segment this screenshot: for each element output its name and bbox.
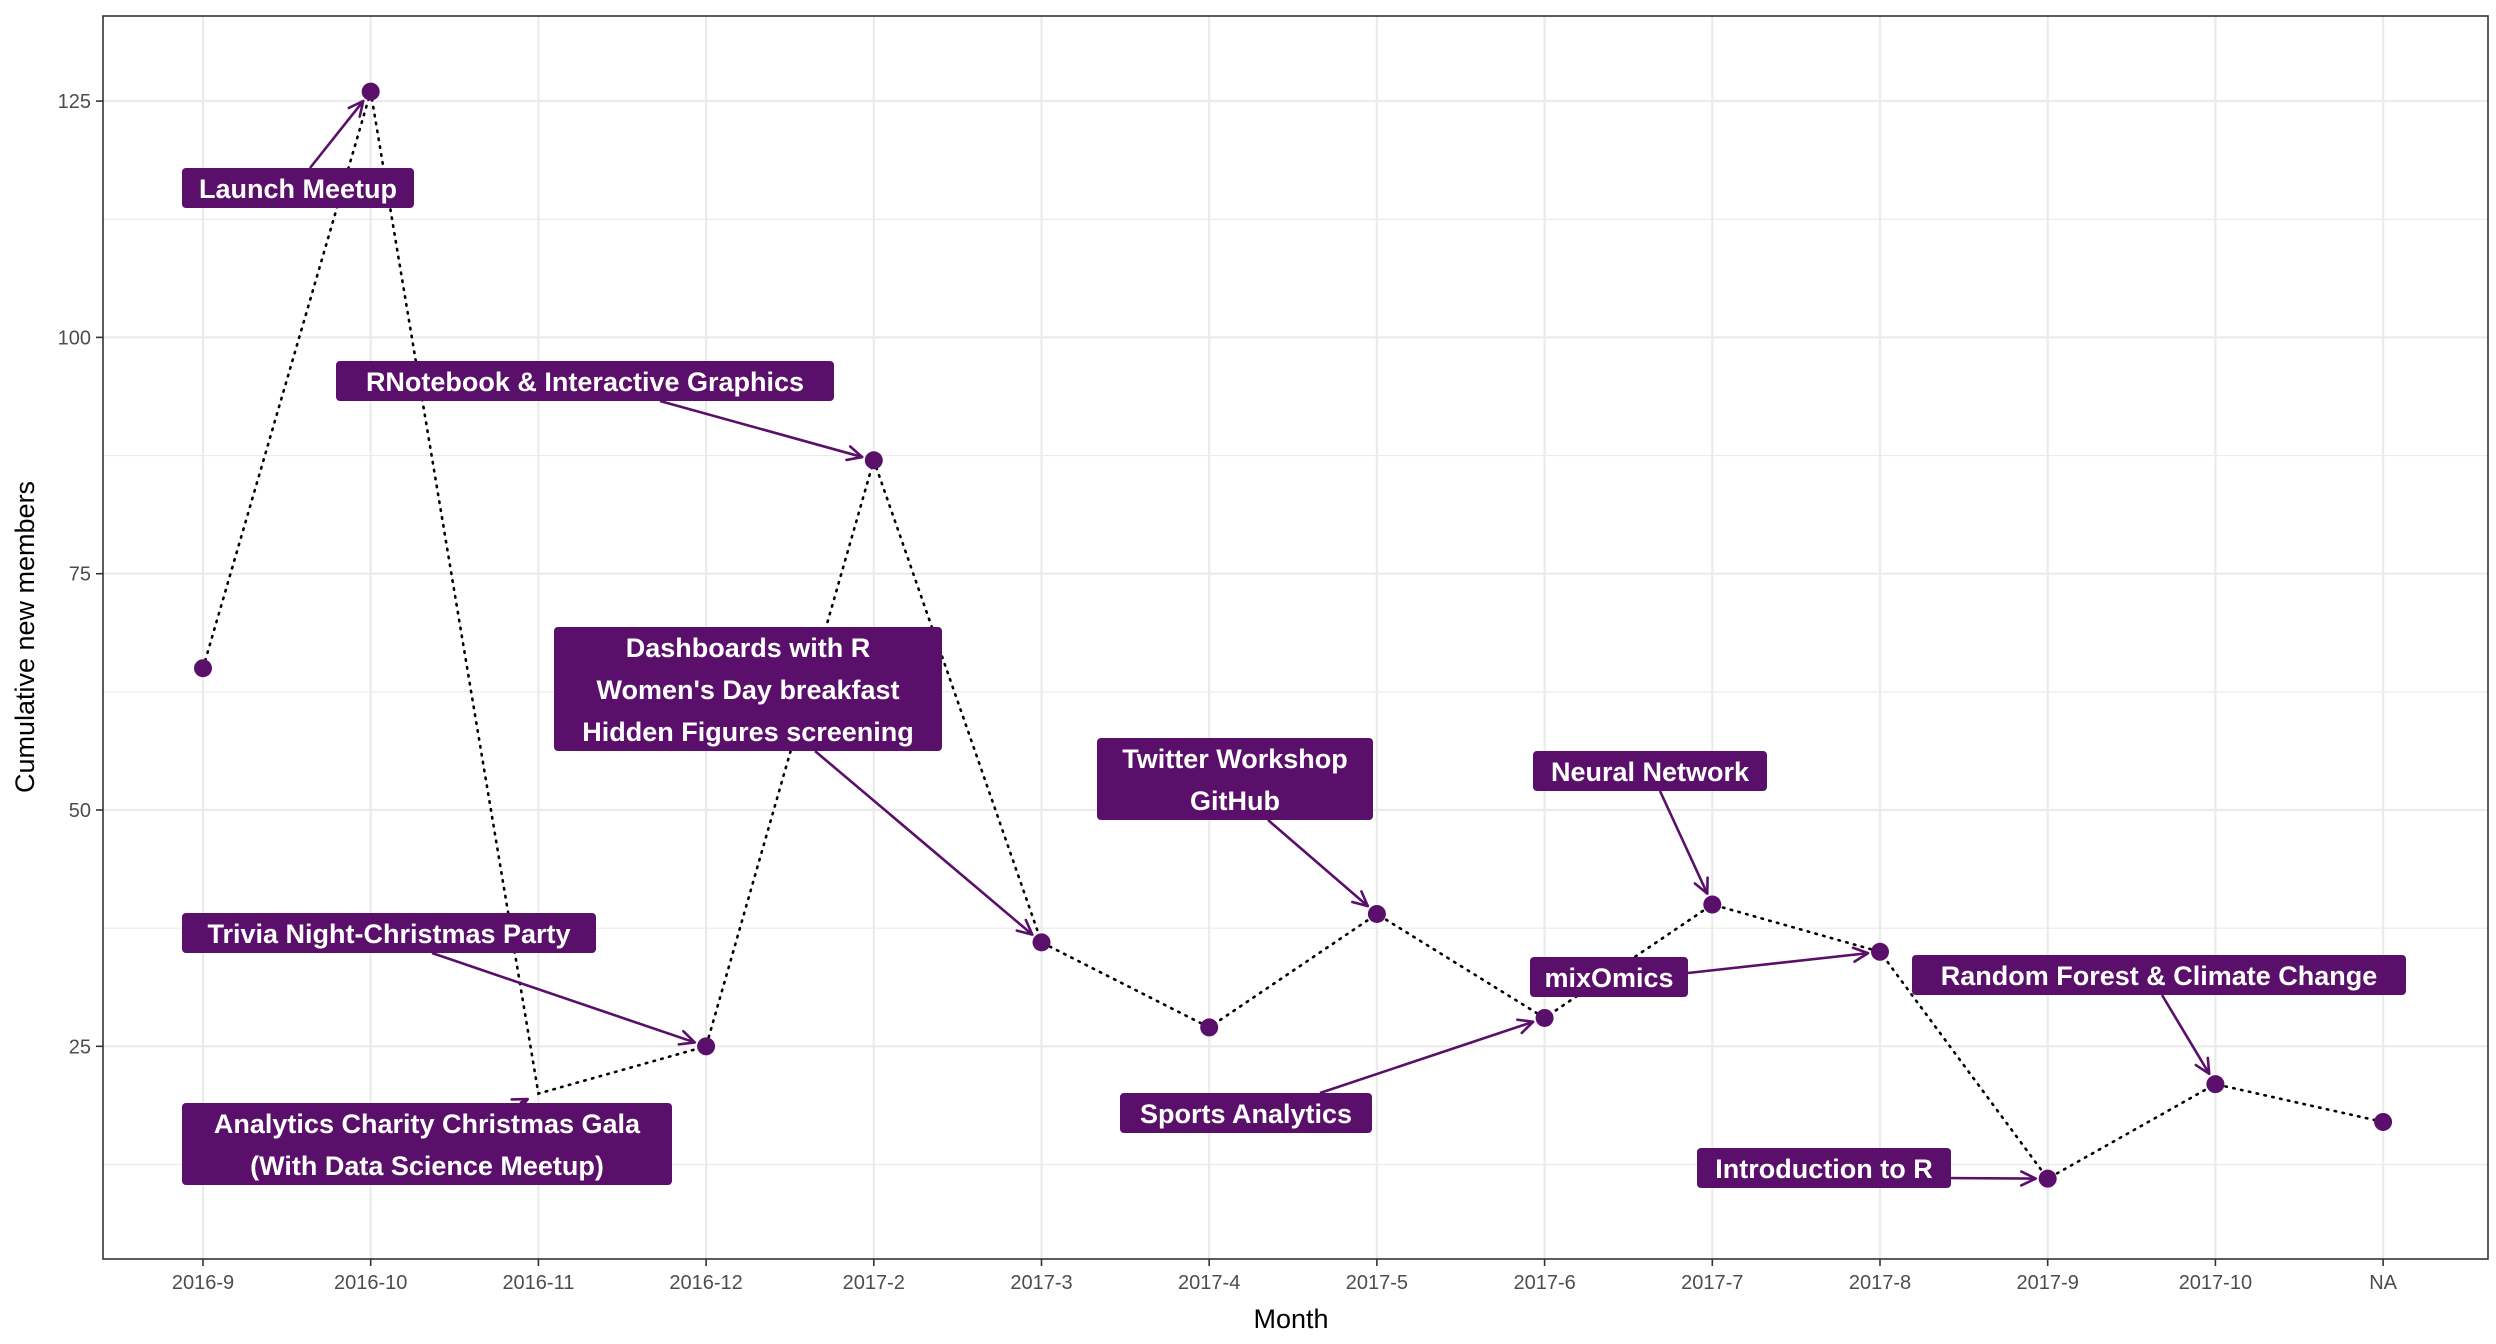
- annotation-label-box: [554, 627, 942, 751]
- annotation-arrow: [308, 100, 365, 169]
- x-tick-label: 2016-9: [172, 1272, 234, 1294]
- annotation-label-text: Twitter Workshop: [1122, 744, 1348, 774]
- annotation-arrowhead: [677, 1029, 697, 1046]
- x-tick-label: 2017-4: [1178, 1272, 1240, 1294]
- data-point: [1703, 895, 1722, 914]
- data-point: [2038, 1169, 2057, 1188]
- annotation-arrow: [1658, 790, 1709, 895]
- y-tick-label: 75: [69, 564, 91, 586]
- annotation-label-box: [1533, 751, 1767, 791]
- annotation-arrowhead: [2194, 1056, 2211, 1076]
- y-axis-title: Cumulative new members: [10, 481, 40, 793]
- series-line-path: [201, 91, 2385, 1181]
- data-point: [1535, 1008, 1554, 1027]
- annotation-arrowhead: [1851, 946, 1870, 963]
- x-tick-label: 2017-2: [843, 1272, 905, 1294]
- annotation-label-text: RNotebook & Interactive Graphics: [366, 367, 804, 397]
- annotation-arrow: [2160, 994, 2211, 1075]
- annotation-arrow: [1319, 1020, 1534, 1095]
- data-point: [194, 659, 212, 678]
- annotation-label-box: [336, 361, 834, 401]
- annotation-arrowhead: [845, 445, 864, 462]
- annotation-arrow: [1267, 819, 1369, 908]
- data-point: [1200, 1018, 1219, 1037]
- annotation-label-text: Launch Meetup: [199, 174, 397, 204]
- annotation-arrow: [659, 399, 863, 459]
- annotation-label-text: Trivia Night-Christmas Party: [207, 919, 570, 949]
- annotation-label-text: Hidden Figures screening: [582, 717, 914, 747]
- annotation-arrows: [308, 99, 2211, 1187]
- annotation-label-text: Sports Analytics: [1140, 1099, 1352, 1129]
- annotation-label-box: [182, 1103, 672, 1185]
- annotation-label-text: Random Forest & Climate Change: [1941, 961, 2378, 991]
- annotation-arrowhead: [1351, 890, 1370, 908]
- annotation-label-box: [1530, 957, 1688, 997]
- annotation-label-text: GitHub: [1190, 786, 1280, 816]
- annotation-label-text: (With Data Science Meetup): [250, 1151, 604, 1181]
- y-tick-label: 125: [58, 91, 91, 113]
- annotation-label-text: Analytics Charity Christmas Gala: [214, 1109, 641, 1139]
- annotation-label-box: [182, 913, 596, 953]
- x-tick-label: 2016-10: [334, 1272, 407, 1294]
- x-tick-label: 2017-6: [1513, 1272, 1575, 1294]
- x-tick-label: 2017-7: [1681, 1272, 1743, 1294]
- x-tick-label: 2017-9: [2017, 1272, 2079, 1294]
- x-tick-label: 2017-3: [1010, 1272, 1072, 1294]
- annotation-arrowhead: [2019, 1170, 2038, 1187]
- annotation-arrow: [431, 951, 696, 1044]
- annotation-labels: Launch Meetup RNotebook & Interactive Gra…: [182, 168, 2406, 1188]
- data-point: [2206, 1075, 2225, 1094]
- annotation-arrow: [814, 750, 1034, 936]
- annotation-label-text: Women's Day breakfast: [596, 675, 899, 705]
- data-point: [1032, 933, 1051, 952]
- axes: 25 50 75 100 125 2016-9 2016-10 2016-11 2016-12 2…: [58, 91, 2398, 1294]
- annotation-arrowhead: [1693, 876, 1709, 895]
- annotation-label-text: Neural Network: [1551, 757, 1750, 787]
- y-tick-label: 100: [58, 327, 91, 349]
- annotation-label-box: [1912, 955, 2406, 995]
- data-point: [1367, 904, 1386, 923]
- y-tick-label: 25: [69, 1036, 91, 1058]
- x-tick-label: 2016-12: [669, 1272, 742, 1294]
- x-tick-label: 2017-10: [2179, 1272, 2252, 1294]
- data-point: [361, 82, 380, 101]
- annotation-label-box: [1097, 738, 1373, 820]
- annotation-arrowhead: [1516, 1018, 1535, 1035]
- data-point: [697, 1037, 716, 1056]
- x-tick-label: NA: [2369, 1272, 2397, 1294]
- x-axis-title: Month: [1253, 1304, 1328, 1334]
- grid: [103, 16, 2488, 1259]
- x-tick-label: 2016-11: [502, 1272, 574, 1294]
- annotation-arrow: [1940, 1176, 2036, 1180]
- annotation-label-box: [182, 168, 414, 208]
- annotation-label-text: mixOmics: [1544, 963, 1673, 993]
- annotation-label-box: [1120, 1093, 1372, 1133]
- annotation-arrow: [1687, 951, 1869, 975]
- data-point: [2374, 1112, 2393, 1131]
- annotation-arrowhead: [1015, 918, 1034, 936]
- series-line: [201, 91, 2385, 1181]
- x-tick-label: 2017-5: [1346, 1272, 1408, 1294]
- data-point: [864, 451, 883, 470]
- annotation-label-text: Dashboards with R: [626, 633, 871, 663]
- data-points: [194, 82, 2393, 1188]
- x-tick-label: 2017-8: [1849, 1272, 1911, 1294]
- plot-panel-border: [102, 15, 2489, 1260]
- annotation-label-text: Introduction to R: [1715, 1154, 1932, 1184]
- annotation-label-box: [1697, 1148, 1951, 1188]
- y-tick-label: 50: [69, 800, 91, 822]
- data-point: [1871, 942, 1889, 961]
- annotation-arrowhead: [347, 99, 365, 118]
